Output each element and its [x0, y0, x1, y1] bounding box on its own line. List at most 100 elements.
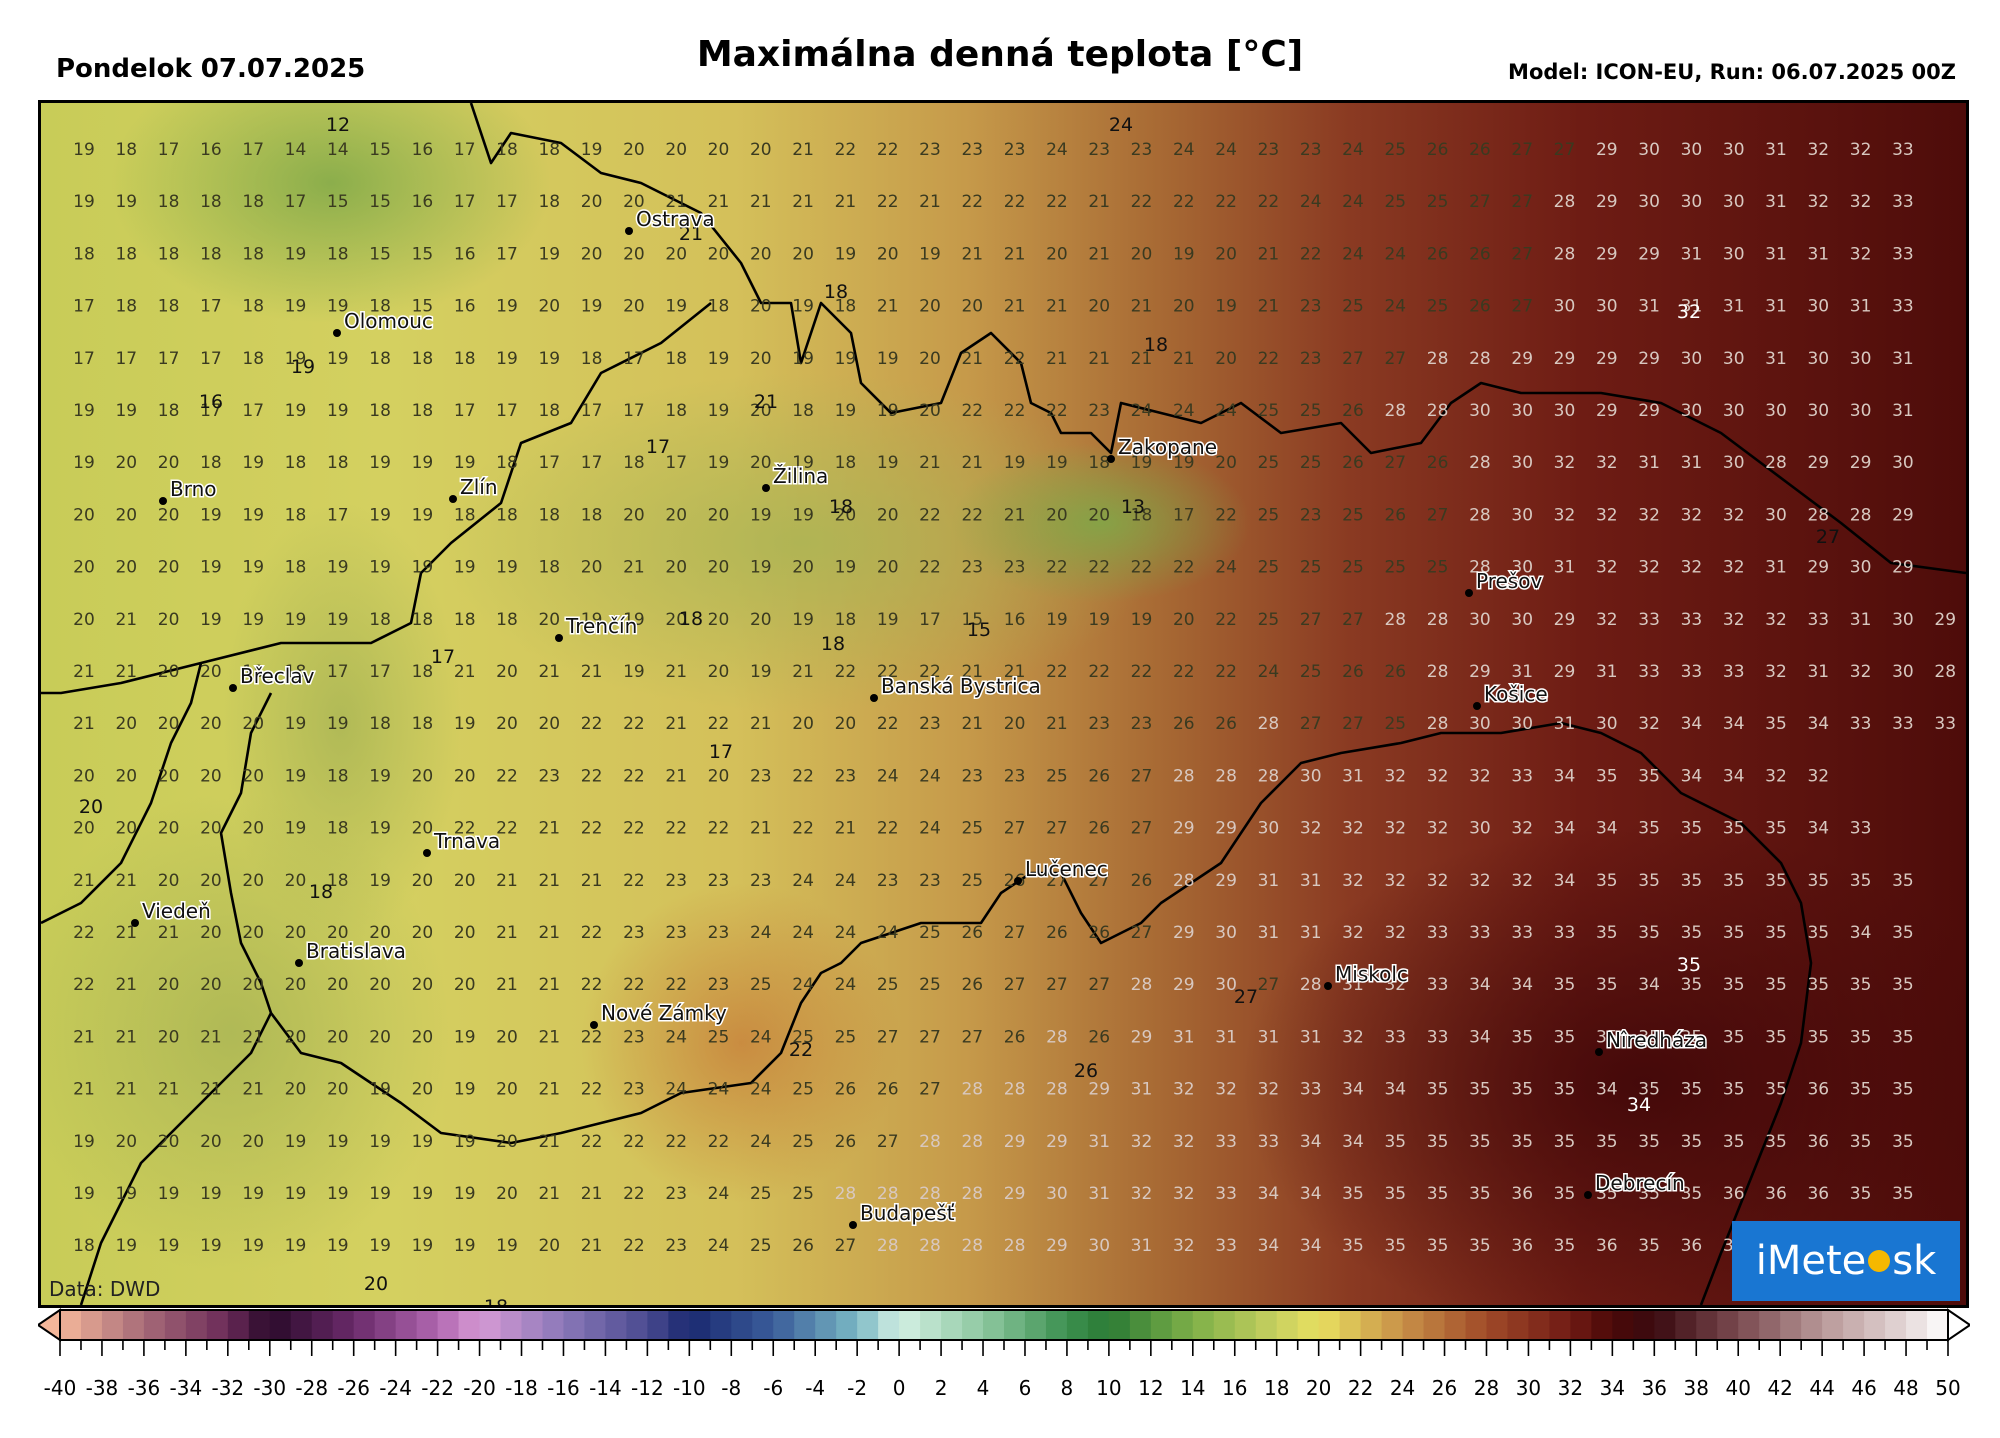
grid-value: 21 — [242, 1080, 264, 1100]
grid-value: 18 — [327, 766, 349, 786]
colorbar-bin — [1108, 1310, 1131, 1340]
grid-value: 27 — [1511, 244, 1533, 264]
grid-value: 19 — [538, 349, 560, 369]
city-label: Prešov — [1476, 569, 1542, 593]
grid-value: 34 — [1807, 714, 1829, 734]
grid-value: 35 — [1596, 1184, 1618, 1204]
grid-value: 31 — [1131, 1080, 1153, 1100]
grid-value: 20 — [877, 244, 899, 264]
grid-value: 31 — [1215, 1027, 1237, 1047]
grid-value: 17 — [73, 349, 95, 369]
grid-value: 23 — [1300, 297, 1322, 317]
grid-value: 32 — [1554, 505, 1576, 525]
grid-value: 31 — [1342, 975, 1364, 995]
logo-text-a: iMete — [1755, 1238, 1867, 1284]
city-dot — [590, 1021, 598, 1029]
grid-value: 20 — [961, 297, 983, 317]
city-label: Banská Bystrica — [881, 674, 1041, 698]
grid-value: 20 — [750, 610, 772, 630]
grid-value: 29 — [1215, 871, 1237, 891]
grid-value: 20 — [1173, 610, 1195, 630]
grid-value: 18 — [1131, 505, 1153, 525]
grid-value: 30 — [1681, 349, 1703, 369]
colorbar-tick-label: -14 — [589, 1376, 622, 1400]
grid-value: 32 — [1765, 766, 1787, 786]
colorbar-bin — [1004, 1310, 1026, 1340]
grid-value: 26 — [961, 975, 983, 995]
grid-value: 21 — [73, 871, 95, 891]
grid-value: 26 — [1215, 714, 1237, 734]
grid-value: 20 — [412, 819, 434, 839]
grid-value: 29 — [1088, 1080, 1110, 1100]
grid-value: 31 — [1131, 1236, 1153, 1256]
grid-value: 17 — [73, 297, 95, 317]
grid-value: 36 — [1511, 1184, 1533, 1204]
grid-value: 35 — [1850, 871, 1872, 891]
grid-value: 16 — [412, 192, 434, 212]
extreme-value-label: 21 — [679, 223, 703, 245]
grid-value: 27 — [835, 1236, 857, 1256]
colorbar-bin — [416, 1310, 439, 1340]
grid-value: 22 — [708, 819, 730, 839]
grid-value: 20 — [792, 714, 814, 734]
colorbar-tick-label: -10 — [672, 1376, 706, 1400]
grid-value: 23 — [1004, 558, 1026, 578]
grid-value: 21 — [115, 871, 137, 891]
grid-value: 20 — [1215, 453, 1237, 473]
grid-value: 18 — [200, 453, 222, 473]
forecast-date: Pondelok 07.07.2025 — [56, 54, 366, 84]
city-label: Viedeň — [142, 899, 211, 923]
grid-value: 27 — [919, 1027, 941, 1047]
grid-value: 27 — [1088, 871, 1110, 891]
grid-value: 35 — [1681, 1132, 1703, 1152]
grid-value: 30 — [1723, 349, 1745, 369]
grid-value: 31 — [1850, 610, 1872, 630]
grid-value: 24 — [835, 975, 857, 995]
grid-value: 34 — [1300, 1184, 1322, 1204]
grid-value: 18 — [369, 297, 391, 317]
grid-value: 18 — [242, 297, 264, 317]
grid-value: 22 — [1173, 558, 1195, 578]
grid-value: 19 — [285, 401, 307, 421]
grid-value: 21 — [1004, 505, 1026, 525]
grid-value: 26 — [1384, 505, 1406, 525]
grid-value: 30 — [1215, 975, 1237, 995]
grid-value: 19 — [454, 1132, 476, 1152]
city-dot — [1324, 982, 1332, 990]
grid-value: 29 — [1004, 1184, 1026, 1204]
grid-value: 19 — [285, 1132, 307, 1152]
grid-value: 35 — [1427, 1080, 1449, 1100]
extreme-value-label: 22 — [789, 1039, 813, 1061]
imeteo-logo[interactable]: iMete sk — [1732, 1221, 1960, 1301]
grid-value: 32 — [1384, 923, 1406, 943]
grid-value: 19 — [369, 453, 391, 473]
grid-value: 20 — [538, 714, 560, 734]
grid-value: 26 — [1173, 714, 1195, 734]
grid-value: 21 — [1046, 297, 1068, 317]
grid-value: 25 — [1258, 558, 1280, 578]
grid-value: 36 — [1723, 1184, 1745, 1204]
grid-value: 19 — [1004, 453, 1026, 473]
extreme-value-label: 32 — [1677, 301, 1701, 323]
grid-value: 35 — [1681, 923, 1703, 943]
grid-value: 22 — [665, 1132, 687, 1152]
grid-value: 32 — [1469, 766, 1491, 786]
grid-value: 19 — [496, 297, 518, 317]
grid-value: 34 — [1554, 819, 1576, 839]
grid-value: 19 — [877, 610, 899, 630]
grid-value: 29 — [1892, 505, 1914, 525]
grid-value: 21 — [581, 662, 603, 682]
grid-value: 26 — [835, 1080, 857, 1100]
grid-value: 32 — [1807, 192, 1829, 212]
grid-value: 20 — [327, 975, 349, 995]
grid-value: 22 — [877, 714, 899, 734]
grid-value: 19 — [285, 297, 307, 317]
grid-value: 19 — [708, 401, 730, 421]
grid-value: 28 — [961, 1236, 983, 1256]
grid-value: 21 — [792, 662, 814, 682]
grid-value: 27 — [1469, 192, 1491, 212]
grid-value: 33 — [1215, 1132, 1237, 1152]
grid-value: 22 — [877, 192, 899, 212]
grid-value: 20 — [708, 140, 730, 160]
grid-value: 19 — [73, 192, 95, 212]
